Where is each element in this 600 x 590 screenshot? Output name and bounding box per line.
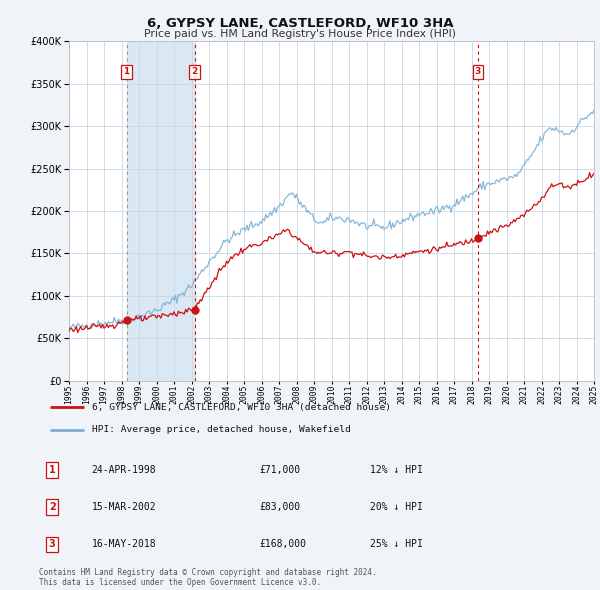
Text: 15-MAR-2002: 15-MAR-2002 [91, 502, 156, 512]
Text: 2: 2 [49, 502, 56, 512]
Text: 12% ↓ HPI: 12% ↓ HPI [370, 466, 422, 475]
Text: 1: 1 [49, 466, 56, 475]
Text: £83,000: £83,000 [260, 502, 301, 512]
Text: 24-APR-1998: 24-APR-1998 [91, 466, 156, 475]
Bar [127, 41, 195, 381]
Text: 3: 3 [49, 539, 56, 549]
Text: 3: 3 [475, 67, 481, 76]
Text: Contains HM Land Registry data © Crown copyright and database right 2024.
This d: Contains HM Land Registry data © Crown c… [39, 568, 377, 587]
Text: Price paid vs. HM Land Registry's House Price Index (HPI): Price paid vs. HM Land Registry's House … [144, 29, 456, 39]
Text: 1: 1 [124, 67, 130, 76]
Text: 6, GYPSY LANE, CASTLEFORD, WF10 3HA: 6, GYPSY LANE, CASTLEFORD, WF10 3HA [147, 17, 453, 30]
Text: 25% ↓ HPI: 25% ↓ HPI [370, 539, 422, 549]
Text: 20% ↓ HPI: 20% ↓ HPI [370, 502, 422, 512]
Text: 6, GYPSY LANE, CASTLEFORD, WF10 3HA (detached house): 6, GYPSY LANE, CASTLEFORD, WF10 3HA (det… [91, 403, 391, 412]
Text: HPI: Average price, detached house, Wakefield: HPI: Average price, detached house, Wake… [91, 425, 350, 434]
Text: 16-MAY-2018: 16-MAY-2018 [91, 539, 156, 549]
Text: 2: 2 [192, 67, 198, 76]
Text: £71,000: £71,000 [260, 466, 301, 475]
Text: £168,000: £168,000 [260, 539, 307, 549]
